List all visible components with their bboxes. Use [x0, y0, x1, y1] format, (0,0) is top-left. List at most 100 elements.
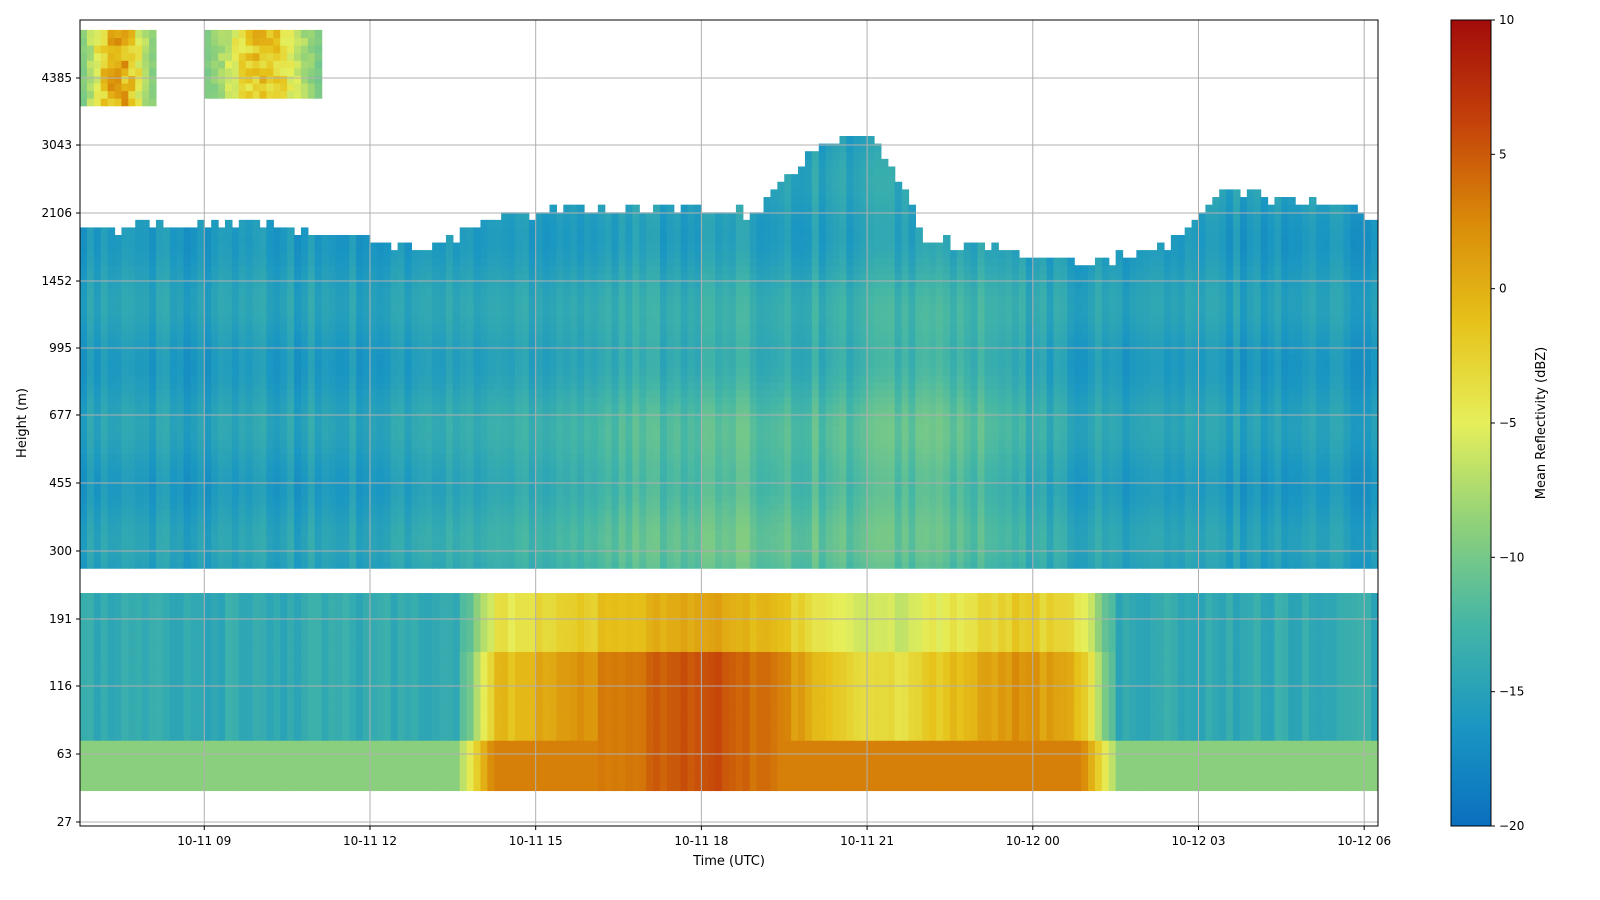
heatmap-cell: [245, 777, 254, 782]
heatmap-cell: [287, 707, 295, 714]
heatmap-cell: [390, 767, 399, 772]
heatmap-cell: [418, 611, 426, 619]
heatmap-cell: [238, 549, 247, 557]
heatmap-cell: [245, 763, 254, 768]
heatmap-cell: [363, 599, 371, 607]
heatmap-cell: [383, 549, 392, 557]
heatmap-cell: [238, 763, 247, 768]
heatmap-cell: [183, 694, 192, 700]
heatmap-cell: [418, 703, 426, 709]
heatmap-cell: [280, 250, 288, 259]
heatmap-cell: [383, 629, 392, 636]
heatmap-cell: [107, 474, 116, 483]
heatmap-cell: [328, 432, 337, 440]
heatmap-cell: [176, 703, 185, 709]
heatmap-cell: [376, 561, 385, 569]
heatmap-cell: [273, 749, 281, 755]
heatmap-cell: [80, 694, 88, 700]
heatmap-cell: [169, 617, 178, 625]
heatmap-cell: [259, 735, 268, 741]
heatmap-cell: [363, 375, 371, 383]
heatmap-cell: [252, 717, 261, 723]
heatmap-cell: [155, 316, 164, 325]
heatmap-cell: [321, 629, 330, 636]
heatmap-cell: [349, 749, 357, 755]
heatmap-cell: [218, 324, 226, 333]
heatmap-cell: [328, 679, 337, 686]
heatmap-cell: [107, 679, 116, 686]
heatmap-cell: [307, 555, 316, 563]
heatmap-cell: [376, 250, 385, 259]
heatmap-cell: [107, 593, 116, 600]
heatmap-cell: [162, 656, 171, 664]
heatmap-cell: [356, 316, 364, 325]
heatmap-cell: [121, 629, 129, 636]
heatmap-cell: [342, 432, 350, 440]
heatmap-cell: [300, 502, 309, 510]
heatmap-cell: [211, 324, 219, 333]
heatmap-cell: [176, 605, 185, 613]
heatmap-cell: [155, 488, 164, 496]
heatmap-cell: [190, 773, 198, 778]
heatmap-cell: [238, 219, 247, 229]
heatmap-cell: [155, 396, 164, 405]
heatmap-cell: [363, 396, 371, 405]
heatmap-cell: [418, 446, 426, 455]
heatmap-cell: [135, 481, 143, 490]
heatmap-cell: [231, 770, 240, 775]
heatmap-cell: [197, 250, 205, 259]
heatmap-cell: [86, 749, 95, 755]
heatmap-cell: [383, 242, 392, 251]
heatmap-cell: [314, 37, 323, 46]
heatmap-cell: [176, 439, 185, 448]
heatmap-cell: [335, 707, 343, 714]
heatmap-cell: [376, 316, 385, 325]
heatmap-cell: [259, 265, 268, 274]
heatmap-cell: [169, 265, 178, 274]
heatmap-cell: [363, 324, 371, 333]
heatmap-cell: [162, 703, 171, 709]
heatmap-cell: [273, 467, 281, 476]
heatmap-cell: [390, 777, 399, 782]
heatmap-cell: [142, 684, 150, 691]
heatmap-cell: [300, 787, 309, 792]
heatmap-cell: [231, 549, 240, 557]
heatmap-cell: [294, 367, 302, 376]
heatmap-cell: [425, 474, 433, 483]
heatmap-cell: [149, 640, 157, 647]
heatmap-cell: [287, 529, 295, 537]
heatmap-cell: [418, 599, 426, 607]
heatmap-cell: [162, 783, 171, 788]
heatmap-cell: [349, 495, 357, 503]
heatmap-cell: [190, 495, 198, 503]
heatmap-cell: [390, 726, 399, 732]
heatmap-cell: [155, 272, 164, 281]
heatmap-cell: [107, 98, 116, 107]
heatmap-cell: [183, 502, 192, 510]
heatmap-cell: [369, 250, 378, 259]
heatmap-cell: [114, 542, 123, 550]
heatmap-cell: [93, 753, 102, 758]
heatmap-cell: [300, 629, 309, 636]
heatmap-cell: [93, 757, 102, 762]
heatmap-cell: [266, 721, 274, 727]
heatmap-cell: [376, 346, 385, 355]
heatmap-cell: [328, 425, 337, 433]
heatmap-cell: [197, 753, 205, 758]
heatmap-cell: [100, 740, 109, 746]
heatmap-cell: [149, 529, 157, 537]
heatmap-cell: [314, 90, 323, 99]
heatmap-cell: [86, 611, 95, 619]
heatmap-cell: [252, 474, 261, 483]
heatmap-cell: [383, 346, 392, 355]
heatmap-cell: [183, 353, 192, 362]
heatmap-cell: [369, 495, 378, 503]
heatmap-cell: [266, 780, 274, 785]
heatmap-cell: [128, 67, 136, 76]
heatmap-cell: [383, 611, 392, 619]
heatmap-cell: [432, 749, 440, 755]
heatmap-cell: [231, 767, 240, 772]
heatmap-cell: [321, 346, 330, 355]
heatmap-cell: [176, 629, 185, 636]
heatmap-cell: [369, 439, 378, 448]
